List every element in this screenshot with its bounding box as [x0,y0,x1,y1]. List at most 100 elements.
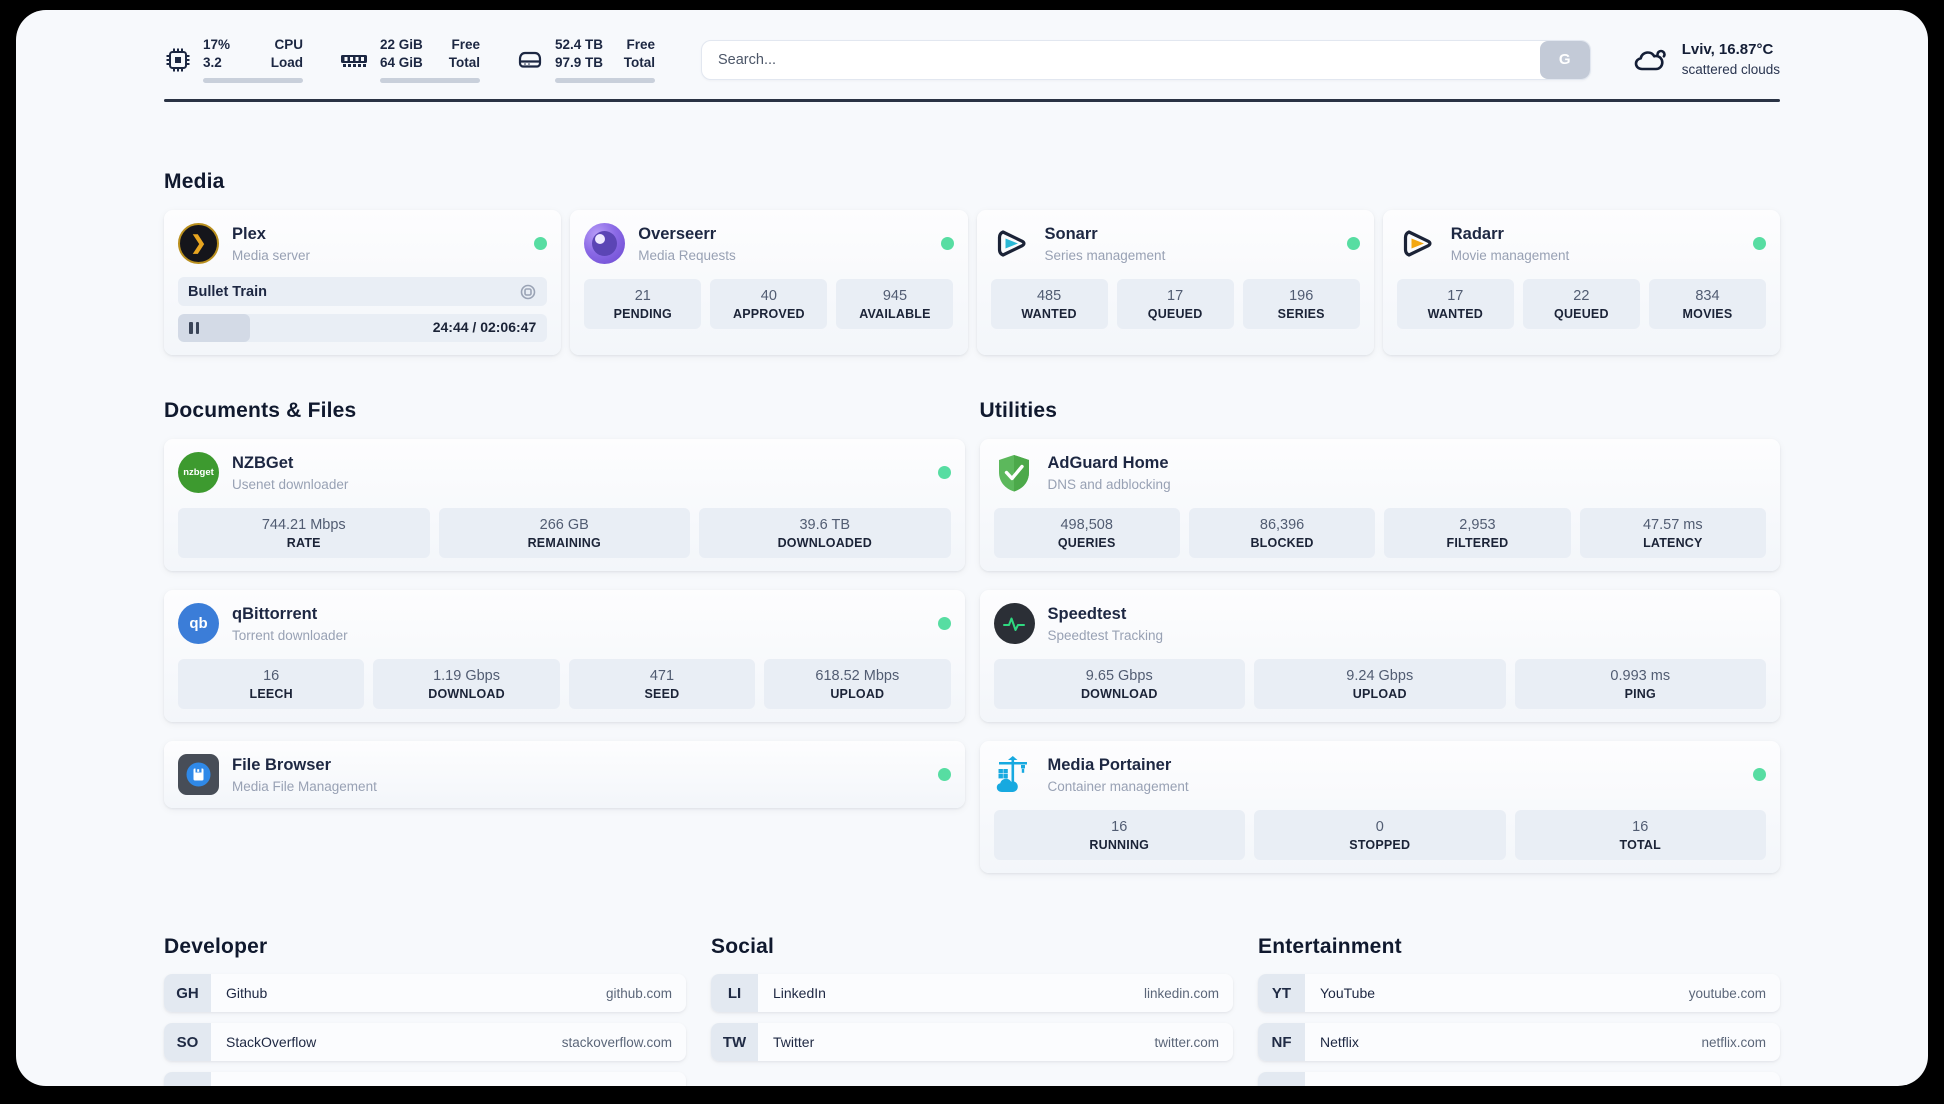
stat-pill: 266 GB REMAINING [438,508,690,559]
app-subtitle: DNS and adblocking [1047,476,1171,492]
cpu-usage-value: 17% [203,37,231,52]
reddit-abbr-icon: RE [1258,1072,1305,1086]
filebrowser-status-dot [937,768,951,782]
stat-pill: 471 SEED [568,659,756,710]
storage-progress-bar [555,78,655,84]
app-subtitle: Media Requests [638,247,736,263]
pause-icon[interactable] [189,322,199,335]
qbittorrent-icon: qb [178,603,219,645]
overseerr-icon [584,223,626,265]
app-card-sonarr[interactable]: Sonarr Series management 485 WANTED 17 Q… [976,210,1374,356]
portainer-icon [994,754,1035,795]
memory-total-label: Total [448,55,480,71]
stat-pill: 196 SERIES [1242,279,1360,330]
app-card-plex[interactable]: ❯ Plex Media server Bullet Train [164,210,562,356]
app-card-speedtest[interactable]: Speedtest Speedtest Tracking 9.65 Gbps D… [979,590,1780,723]
search-engine-button[interactable]: G [1539,40,1590,79]
memory-stat: 22 GiB 64 GiB Free Total [339,36,480,84]
stat-pill: 834 MOVIES [1648,279,1766,330]
app-name: qBittorrent [232,605,318,624]
stat-pill: 17 WANTED [1396,279,1514,330]
app-name: Plex [232,225,266,244]
bookmark-github[interactable]: GH Github github.com [164,974,686,1013]
memory-free-value: 22 GiB [380,37,423,52]
bookmark-netflix[interactable]: NF Netflix netflix.com [1258,1023,1780,1062]
bookmark-stackoverflow[interactable]: SO StackOverflow stackoverflow.com [164,1023,686,1062]
stat-pill: 21 PENDING [584,279,702,330]
app-card-radarr[interactable]: Radarr Movie management 17 WANTED 22 QUE… [1382,210,1780,356]
now-playing-title: Bullet Train [188,283,267,300]
app-card-adguard[interactable]: AdGuard Home DNS and adblocking 498,508 … [979,439,1780,572]
stat-pill: 47.57 ms LATENCY [1579,508,1766,559]
memory-total-value: 64 GiB [380,55,423,71]
weather-location: Lviv, 16.87°C [1681,41,1774,59]
section-title-utilities: Utilities [979,399,1058,423]
cloud-icon [1633,45,1669,75]
bookmark-twitter[interactable]: TW Twitter twitter.com [711,1023,1233,1062]
stat-pill: 0 STOPPED [1254,810,1506,861]
search-input[interactable] [702,51,1540,68]
app-name: Media Portainer [1047,756,1172,775]
twitter-abbr-icon: TW [711,1023,758,1062]
stat-pill: 9.24 Gbps UPLOAD [1254,659,1506,710]
overseerr-status-dot [940,237,954,251]
cpu-load-value: 3.2 [203,55,222,71]
dev-abbr-icon: DT [164,1072,211,1086]
memory-icon [339,46,369,74]
stream-icon [519,283,537,301]
media-grid: ❯ Plex Media server Bullet Train [164,210,1780,356]
cpu-stat: 17% 3.2 CPU Load [164,36,303,84]
nzbget-icon: nzbget [178,452,219,494]
app-subtitle: Media server [232,247,311,263]
memory-free-label: Free [451,37,480,52]
search-box: G [701,39,1591,80]
app-card-qbittorrent[interactable]: qb qBittorrent Torrent downloader 16 [164,590,965,723]
documents-column: Documents & Files nzbget NZBGet Usenet d… [164,399,965,873]
section-title-media: Media [164,170,225,194]
stat-pill: 2,953 FILTERED [1384,508,1571,559]
storage-free-value: 52.4 TB [555,37,604,52]
app-subtitle: Torrent downloader [232,627,348,643]
app-name: Radarr [1450,225,1504,244]
bookmark-dev[interactable]: DT DEV dev.to [164,1072,686,1086]
app-name: Overseerr [638,225,717,244]
bookmark-linkedin[interactable]: LI LinkedIn linkedin.com [711,974,1233,1013]
weather-condition: scattered clouds [1681,61,1780,77]
app-card-overseerr[interactable]: Overseerr Media Requests 21 PENDING 40 A… [570,210,968,356]
social-section: Social LI LinkedIn linkedin.com TW Twitt… [711,935,1233,1086]
stat-pill: 16 RUNNING [993,810,1245,861]
app-card-portainer[interactable]: Media Portainer Container management 16 … [979,741,1780,874]
app-card-filebrowser[interactable]: File Browser Media File Management [164,741,965,809]
speedtest-icon [993,603,1035,645]
app-name: Sonarr [1044,225,1098,244]
portainer-status-dot [1753,768,1766,782]
app-name: Speedtest [1047,605,1127,624]
section-title-entertainment: Entertainment [1258,935,1402,959]
stat-pill: 16 LEECH [178,659,365,710]
section-title-social: Social [711,935,775,959]
entertainment-section: Entertainment YT YouTube youtube.com NF … [1258,935,1780,1086]
stat-pill: 618.52 Mbps UPLOAD [764,659,951,710]
plex-icon: ❯ [178,223,219,265]
storage-total-label: Total [623,55,655,71]
utilities-column: Utilities [979,399,1780,874]
radarr-icon [1397,223,1438,264]
playback-progress[interactable]: 24:44 / 02:06:47 [178,314,548,343]
app-name: File Browser [232,756,332,775]
bookmark-reddit[interactable]: RE Reddit reddit.com [1258,1072,1780,1086]
header-divider [164,99,1780,103]
bookmark-youtube[interactable]: YT YouTube youtube.com [1258,974,1780,1013]
playback-time: 24:44 / 02:06:47 [432,319,537,336]
storage-stat: 52.4 TB 97.9 TB Free Total [516,36,655,84]
app-card-nzbget[interactable]: nzbget NZBGet Usenet downloader 744.21 M… [164,439,965,572]
now-playing-row: Bullet Train [178,277,548,307]
cpu-label: CPU [274,37,303,52]
app-name: AdGuard Home [1047,454,1169,473]
stat-pill: 39.6 TB DOWNLOADED [699,508,951,559]
stat-pill: 40 APPROVED [710,279,828,330]
stat-pill: 1.19 Gbps DOWNLOAD [373,659,560,710]
app-name: NZBGet [232,454,294,473]
radarr-status-dot [1753,237,1766,251]
dashboard-panel: 17% 3.2 CPU Load [16,10,1928,1086]
developer-section: Developer GH Github github.com SO StackO… [164,935,686,1086]
